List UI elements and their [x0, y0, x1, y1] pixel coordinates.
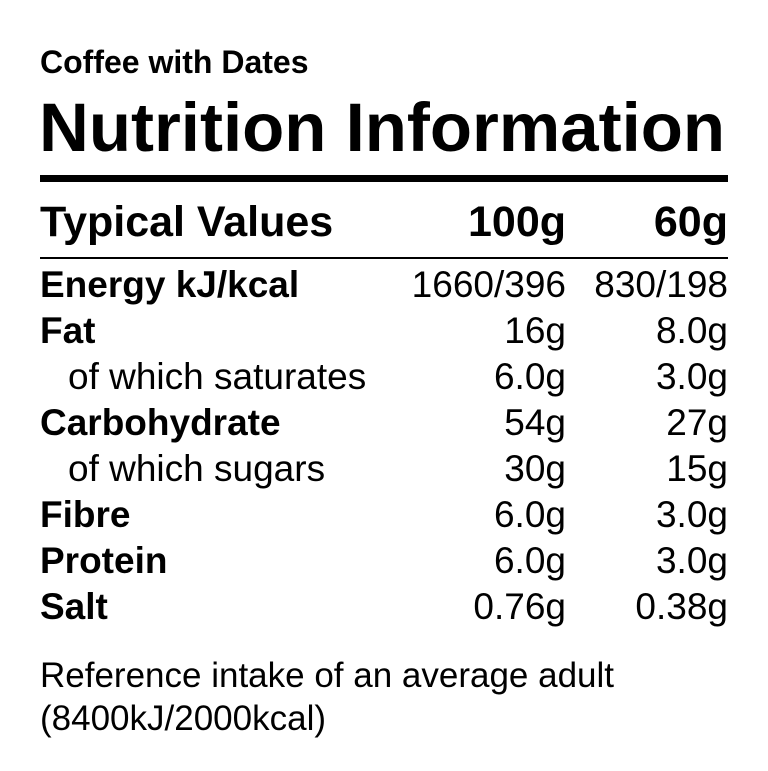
product-name: Coffee with Dates: [40, 44, 309, 80]
sub-nutrient: of which sugars: [68, 448, 326, 489]
thin-rule: [40, 257, 728, 259]
value: 830/198: [594, 264, 728, 305]
value: 6.0g: [493, 494, 566, 535]
value: 6.0g: [493, 356, 566, 397]
nutrient: Protein: [40, 540, 168, 581]
value: 0.38g: [635, 586, 728, 627]
nutrient: Fat: [40, 310, 96, 351]
nutrient: Fibre: [40, 494, 131, 535]
nutrient: Carbohydrate: [40, 402, 281, 443]
nutrient: Energy kJ/kcal: [40, 264, 300, 305]
value: 3.0g: [655, 540, 728, 581]
value: 30g: [504, 448, 566, 489]
value: 3.0g: [655, 494, 728, 535]
column-header: 100g: [467, 198, 566, 246]
value: 54g: [504, 402, 566, 443]
footnote: Reference intake of an average adult: [40, 656, 614, 695]
nutrient: Salt: [40, 586, 108, 627]
value: 6.0g: [493, 540, 566, 581]
value: 15g: [666, 448, 728, 489]
value: 16g: [504, 310, 566, 351]
value: 27g: [666, 402, 728, 443]
value: 1660/396: [411, 264, 566, 305]
footnote: (8400kJ/2000kcal): [40, 699, 326, 738]
value: 8.0g: [655, 310, 728, 351]
column-header: 60g: [653, 198, 728, 246]
value: 3.0g: [655, 356, 728, 397]
value: 0.76g: [473, 586, 566, 627]
sub-nutrient: of which saturates: [68, 356, 367, 397]
label-title: Nutrition Information: [39, 89, 726, 166]
thick-rule: [40, 175, 728, 182]
column-header: Typical Values: [40, 198, 334, 246]
